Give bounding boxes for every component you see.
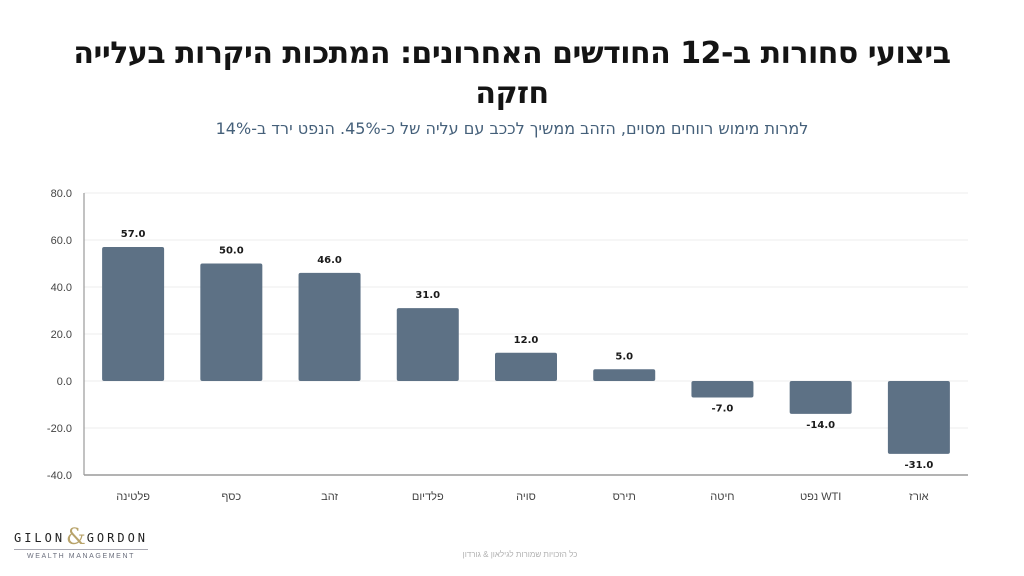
y-tick-label: -40.0 [47, 470, 72, 482]
data-label: 50.0 [219, 246, 244, 257]
y-tick-label: 40.0 [51, 282, 72, 294]
data-label: 12.0 [514, 335, 539, 346]
x-tick-label: פלדיום [412, 490, 444, 503]
y-tick-label: 60.0 [51, 235, 72, 247]
data-label: 5.0 [615, 351, 633, 362]
bar [495, 352, 557, 381]
data-label: 57.0 [121, 229, 146, 240]
bar [396, 308, 459, 381]
data-label: -7.0 [712, 403, 734, 414]
x-tick-label: חיטה [710, 491, 734, 503]
y-tick-label: 20.0 [51, 329, 72, 341]
logo-right-text: GORDON [86, 531, 149, 545]
x-tick-label: אורז [909, 491, 929, 503]
data-label: 46.0 [317, 255, 342, 266]
data-label: 31.0 [415, 290, 440, 301]
x-tick-label: תירס [613, 491, 636, 503]
logo-divider [14, 549, 148, 550]
x-tick-label: סויה [516, 491, 536, 503]
x-tick-label: כסף [221, 491, 241, 503]
data-label: -31.0 [904, 460, 933, 471]
logo-ampersand: & [66, 525, 86, 550]
x-tick-label: פלטינה [116, 490, 150, 503]
bar [102, 247, 165, 381]
logo-wordmark: GILON & GORDON [13, 525, 149, 550]
copyright-footer: כל הזכויות שמורות לגילאון & גורדון [462, 550, 578, 559]
logo-tagline: WEALTH MANAGEMENT [27, 553, 135, 560]
y-tick-label: 80.0 [51, 188, 72, 200]
x-tick-label: WTI נפט [800, 491, 841, 503]
data-label: -14.0 [806, 420, 835, 431]
chart-title: ביצועי סחורות ב-12 החודשים האחרונים: המת… [73, 36, 951, 111]
labels: 80.0 60.0 40.0 20.0 0.0 -20.0 -40.0 57.0 פלטינה 5… [47, 188, 933, 503]
bar [593, 369, 656, 381]
x-tick-label: זהב [321, 491, 338, 503]
bar [789, 381, 852, 414]
logo-left-text: GILON [13, 531, 66, 545]
axes [83, 193, 968, 476]
company-logo: GILON & GORDON WEALTH MANAGEMENT [13, 525, 149, 560]
chart-subtitle: למרות מימוש רווחים מסוים, הזהב ממשיך לככ… [215, 119, 809, 138]
y-tick-label: 0.0 [57, 376, 72, 388]
bar [200, 263, 263, 381]
bar [298, 272, 361, 381]
y-tick-label: -20.0 [47, 423, 72, 435]
bar [691, 381, 754, 398]
bar [887, 381, 950, 454]
bars [102, 247, 950, 454]
